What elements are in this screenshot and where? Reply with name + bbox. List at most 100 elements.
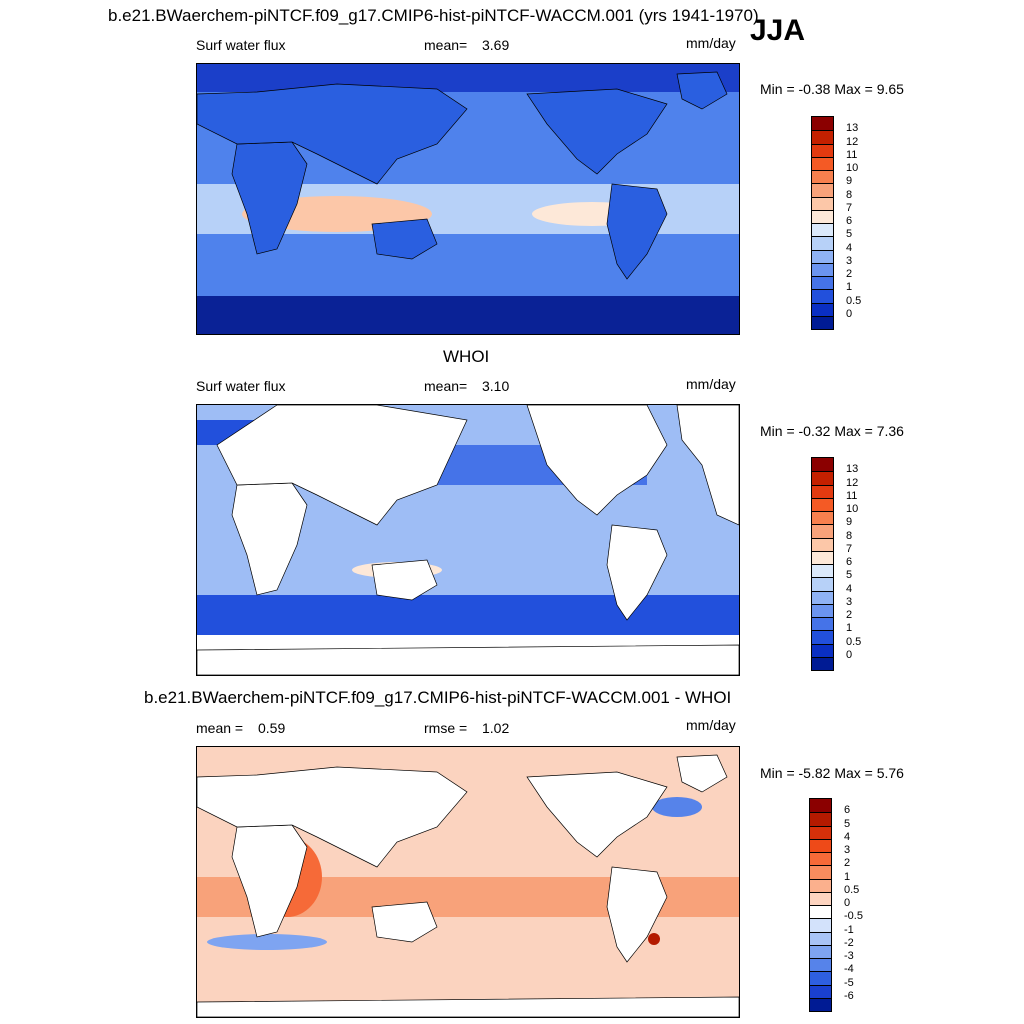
continent-australia xyxy=(371,218,438,260)
colorbar-swatch xyxy=(812,156,833,170)
colorbar-swatch xyxy=(812,315,833,329)
colorbar-swatch xyxy=(810,891,831,905)
colorbar-swatch xyxy=(810,799,831,813)
colorbar-swatch xyxy=(810,852,831,866)
colorbar-swatch xyxy=(812,537,833,551)
panel3-rmse-value: 1.02 xyxy=(482,720,510,736)
panel2-variable: Surf water flux xyxy=(196,378,286,394)
panel2-mean-label: mean= xyxy=(424,378,468,394)
continents xyxy=(197,71,728,280)
colorbar-tick-label: 7 xyxy=(846,542,853,555)
colorbar-swatch xyxy=(812,183,833,197)
colorbar-tick-label: 12 xyxy=(846,476,859,489)
figure-title: b.e21.BWaerchem-piNTCF.f09_g17.CMIP6-his… xyxy=(108,6,759,25)
colorbar-swatch xyxy=(812,550,833,564)
colorbar-swatch xyxy=(812,484,833,498)
colorbar-swatch xyxy=(812,511,833,525)
panel2-subtitle: WHOI xyxy=(443,347,490,366)
colorbar-swatch xyxy=(810,931,831,945)
colorbar-swatch xyxy=(812,117,833,131)
colorbar-swatch xyxy=(812,590,833,604)
colorbar-tick-label: 3 xyxy=(846,595,853,608)
polar-band-south xyxy=(197,296,739,334)
colorbar-tick-label: 4 xyxy=(846,582,853,595)
panel1-variable: Surf water flux xyxy=(196,37,286,53)
colorbar-tick-label: 13 xyxy=(846,122,859,135)
colorbar-tick-label: 7 xyxy=(846,201,853,214)
colorbar-swatch xyxy=(810,865,831,879)
colorbar-swatch xyxy=(812,276,833,290)
colorbar-tick-label: 3 xyxy=(846,254,853,267)
continent-africa xyxy=(231,141,308,255)
colorbar-tick-label: 11 xyxy=(846,489,858,502)
colorbar-swatch xyxy=(810,905,831,919)
colorbar-swatch xyxy=(810,918,831,932)
polar-band-north xyxy=(197,64,739,92)
continent-africa xyxy=(231,482,308,596)
colorbar-swatch xyxy=(812,471,833,485)
colorbar-tick-label: 10 xyxy=(846,503,859,515)
colorbar-swatch xyxy=(812,249,833,263)
panel3-rmse-label: rmse = xyxy=(424,720,468,736)
continents xyxy=(197,405,739,675)
panel3-minmax: Min = -5.82 Max = 5.76 xyxy=(760,765,904,781)
colorbar-tick-label: -3 xyxy=(844,950,854,962)
colorbar-tick-label: 12 xyxy=(846,135,859,148)
continent-greenland xyxy=(676,71,728,110)
colorbar-tick-label: -6 xyxy=(844,989,854,1002)
colorbar-swatch xyxy=(812,130,833,144)
continent-south-america xyxy=(606,866,668,963)
colorbar-swatch xyxy=(812,577,833,591)
panel1-mean-label: mean= xyxy=(424,37,468,53)
panel3-mean-value: 0.59 xyxy=(258,720,286,736)
continent-australia xyxy=(371,901,438,943)
continent-eurasia xyxy=(197,766,468,868)
colorbar-swatch xyxy=(812,302,833,316)
panel2-map xyxy=(196,404,740,676)
colorbar-swatch xyxy=(812,289,833,303)
colorbar-tick-label: 1 xyxy=(846,281,853,294)
panel1-colorbar xyxy=(811,116,834,330)
colorbar-tick-label: 3 xyxy=(844,844,851,856)
continent-greenland xyxy=(676,405,739,526)
colorbar-swatch xyxy=(812,170,833,184)
colorbar-tick-label: -2 xyxy=(844,936,854,949)
colorbar-tick-label: 1 xyxy=(846,622,853,635)
panel3-units: mm/day xyxy=(686,717,736,733)
colorbar-swatch xyxy=(812,143,833,157)
colorbar-tick-label: 0.5 xyxy=(846,294,862,307)
continent-south-america xyxy=(606,524,668,621)
continent-north-america xyxy=(526,771,668,858)
continent-antarctica xyxy=(197,996,739,1017)
continent-north-america xyxy=(526,405,668,516)
colorbar-swatch xyxy=(810,958,831,972)
colorbar-tick-label: 4 xyxy=(844,830,851,843)
colorbar-swatch xyxy=(812,196,833,210)
colorbar-tick-label: 6 xyxy=(846,556,853,568)
panel1-map xyxy=(196,63,740,335)
season-label: JJA xyxy=(750,14,806,47)
panel2-mean-value: 3.10 xyxy=(482,378,510,394)
colorbar-tick-label: 6 xyxy=(846,215,853,227)
colorbar-swatch xyxy=(810,812,831,826)
cool-region xyxy=(652,797,702,817)
colorbar-tick-label: 5 xyxy=(846,569,853,582)
colorbar-tick-label: 8 xyxy=(846,529,853,542)
colorbar-swatch xyxy=(812,617,833,631)
warm-region xyxy=(648,933,660,945)
colorbar-tick-label: 11 xyxy=(846,148,858,161)
panel2-map-svg xyxy=(197,405,739,675)
colorbar-tick-label: 9 xyxy=(846,516,853,529)
continent-eurasia xyxy=(197,83,468,185)
panel3-mean-label: mean = xyxy=(196,720,244,736)
cool-region xyxy=(207,934,327,950)
continents xyxy=(197,754,739,1017)
colorbar-swatch xyxy=(810,997,831,1011)
colorbar-tick-label: 9 xyxy=(846,175,853,188)
colorbar-tick-label: -5 xyxy=(844,976,854,989)
continent-africa xyxy=(231,824,308,938)
panel2-colorbar xyxy=(811,457,834,671)
continent-greenland xyxy=(676,754,728,793)
colorbar-swatch xyxy=(812,497,833,511)
colorbar-tick-label: 4 xyxy=(846,241,853,254)
